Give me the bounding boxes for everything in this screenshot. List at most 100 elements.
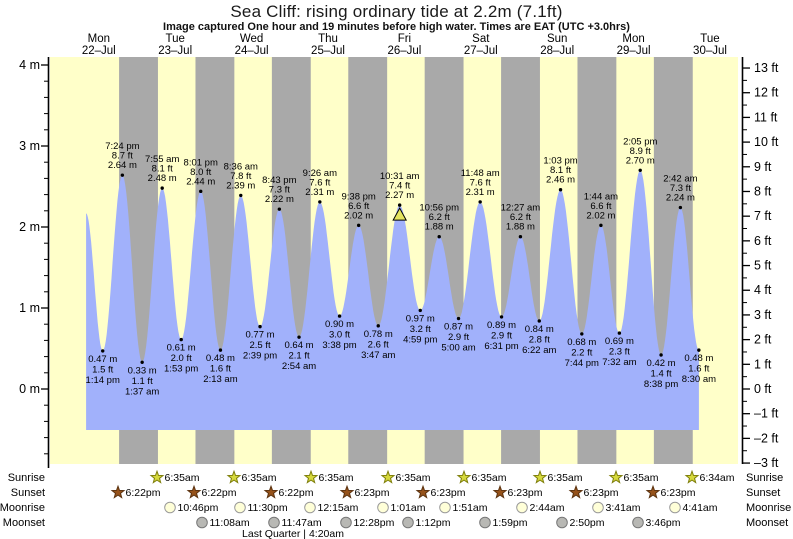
tide-event-dot [101,349,105,353]
high-tide-ft: 6.2 ft [429,212,450,223]
high-tide-ft: 6.6 ft [348,201,369,212]
moonset-icon [632,516,644,529]
sunrise-icon [303,469,319,484]
chart-subtitle: Image captured One hour and 19 minutes b… [163,21,630,33]
tide-event-dot [277,207,282,211]
low-tide-time: 2:13 am [203,374,237,385]
sunset-time: 6:22pm [126,487,161,499]
right-axis-label: 1 ft [754,357,772,371]
moonset-time: 11:08am [210,517,250,529]
high-tide-ft: 6.6 ft [590,201,611,212]
sunset-time: 6:23pm [508,487,543,499]
low-tide-time: 6:22 am [522,345,556,356]
moonrise-icon [439,501,451,514]
tide-event-dot [456,316,461,321]
day-date-label: 23–Jul [158,45,192,57]
high-tide-m: 2.02 m [344,210,373,221]
moonrise-time: 12:15am [318,502,359,514]
day-date-label: 26–Jul [387,45,421,57]
sunrise-icon [684,469,700,484]
tide-event-labels: 0.47 m1.5 ft1:14 pm 7:24 pm8.7 ft2.64 m 0.… [86,136,717,397]
tide-event-dot [140,360,144,364]
moonset-row-label-right: Moonset [746,517,788,529]
high-tide-m: 2.24 m [666,193,695,204]
moonrise-icon [377,501,389,514]
tide-event-dot [397,203,402,207]
low-tide-time: 8:38 pm [644,379,678,390]
high-tide-time: 1:03 pm [543,156,577,167]
low-tide-time: 1:37 am [125,386,159,397]
moonrise-icon [516,501,528,514]
high-tide-time: 7:24 pm [105,141,139,152]
tide-event-dot [617,331,622,335]
moonset-icon [196,516,208,529]
low-tide-ft: 1.1 ft [132,376,153,387]
sunset-icon [492,484,508,499]
moonrise-icon [304,501,316,514]
low-tide-m: 0.69 m [605,336,634,347]
sunset-time: 6:23pm [584,487,619,499]
moonrise-icon [164,501,176,514]
low-tide-ft: 2.8 ft [529,334,550,345]
right-axis-label: –1 ft [754,407,779,421]
high-tide-ft: 7.8 ft [230,171,251,182]
right-axis-label: 8 ft [754,184,772,198]
high-tide-m: 2.44 m [186,176,215,187]
moonrise-time: 10:46pm [178,502,219,514]
high-tide-time: 10:56 pm [419,203,459,214]
low-tide-ft: 3.2 ft [410,324,431,335]
moonrise-icon [234,501,246,514]
right-axis-label: 6 ft [754,234,772,248]
right-axis-label: 5 ft [754,259,772,273]
high-tide-m: 2.70 m [626,155,655,166]
right-axis-label: 10 ft [754,135,779,149]
sunset-icon [186,484,202,499]
low-tide-m: 0.84 m [525,324,554,335]
day-name-label: Tue [700,33,719,45]
tide-event-dot [297,335,301,339]
high-tide-time: 7:55 am [145,154,179,165]
tide-event-dot [258,324,262,329]
low-tide-time: 1:14 pm [86,375,120,386]
high-tide-m: 2.02 m [586,210,615,221]
low-tide-m: 0.68 m [567,337,596,348]
low-tide-ft: 1.6 ft [688,364,709,375]
sunset-icon [339,484,355,499]
tide-event-dot [376,324,380,328]
left-axis-label: 3 m [19,139,40,153]
day-date-label: 27–Jul [464,45,498,57]
high-tide-ft: 8.0 ft [190,167,211,178]
high-tide-time: 9:38 pm [342,191,376,202]
sunset-icon [645,484,661,499]
sunrise-icon [456,469,472,484]
moonset-time: 1:12pm [416,517,451,529]
moonrise-row-label-left: Moonrise [0,502,45,514]
moonrise-time: 1:51am [453,502,488,514]
day-date-label: 24–Jul [235,45,269,57]
day-name-label: Mon [622,33,644,45]
low-tide-ft: 1.5 ft [92,364,113,375]
high-tide-ft: 7.6 ft [309,177,330,188]
low-tide-m: 0.33 m [128,365,157,376]
sunrise-icon [380,469,396,484]
tide-event-dot [580,332,584,336]
tide-event-dot [678,205,683,210]
low-tide-m: 0.97 m [406,313,435,324]
high-tide-ft: 7.3 ft [670,183,691,194]
tide-event-dot [318,200,322,204]
moonset-time: 2:50pm [570,517,605,529]
right-axis-label: 9 ft [754,160,772,174]
tide-event-dot [499,315,504,319]
moonrise-time: 11:30pm [248,502,288,514]
sunset-time: 6:22pm [202,487,237,499]
low-tide-ft: 1.6 ft [210,364,231,375]
high-tide-ft: 8.9 ft [630,146,651,157]
sunrise-time: 6:35am [242,472,277,484]
low-tide-ft: 2.6 ft [368,339,389,350]
sunrise-time: 6:34am [700,472,735,484]
high-tide-m: 2.48 m [148,173,177,184]
sunrise-time: 6:35am [472,472,507,484]
sunset-icon [110,484,126,499]
low-tide-m: 0.78 m [364,329,393,340]
